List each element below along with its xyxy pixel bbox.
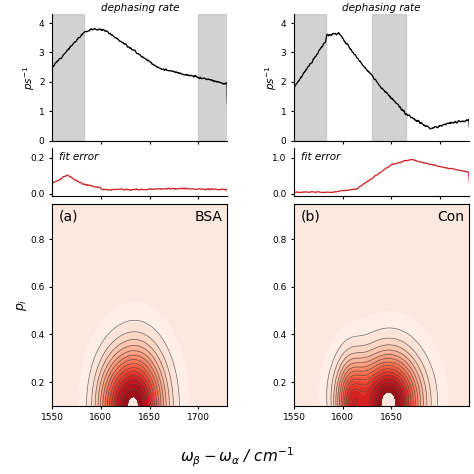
Title: dephasing rate: dephasing rate: [100, 3, 179, 13]
Text: (a): (a): [59, 210, 79, 224]
Y-axis label: $ps^{-1}$: $ps^{-1}$: [264, 65, 279, 90]
Y-axis label: $p_i$: $p_i$: [15, 299, 29, 311]
Bar: [198, 14, 228, 141]
Text: Con: Con: [437, 210, 464, 224]
Text: (b): (b): [301, 210, 321, 224]
Y-axis label: $ps^{-1}$: $ps^{-1}$: [21, 65, 37, 90]
Title: dephasing rate: dephasing rate: [342, 3, 421, 13]
Bar: [294, 14, 326, 141]
Text: $\omega_{\beta} - \omega_{\alpha}$ / cm$^{-1}$: $\omega_{\beta} - \omega_{\alpha}$ / cm$…: [180, 446, 294, 469]
Bar: [372, 14, 406, 141]
Bar: [52, 14, 84, 141]
Text: fit error: fit error: [301, 152, 340, 162]
Text: fit error: fit error: [59, 152, 99, 162]
Text: BSA: BSA: [194, 210, 222, 224]
